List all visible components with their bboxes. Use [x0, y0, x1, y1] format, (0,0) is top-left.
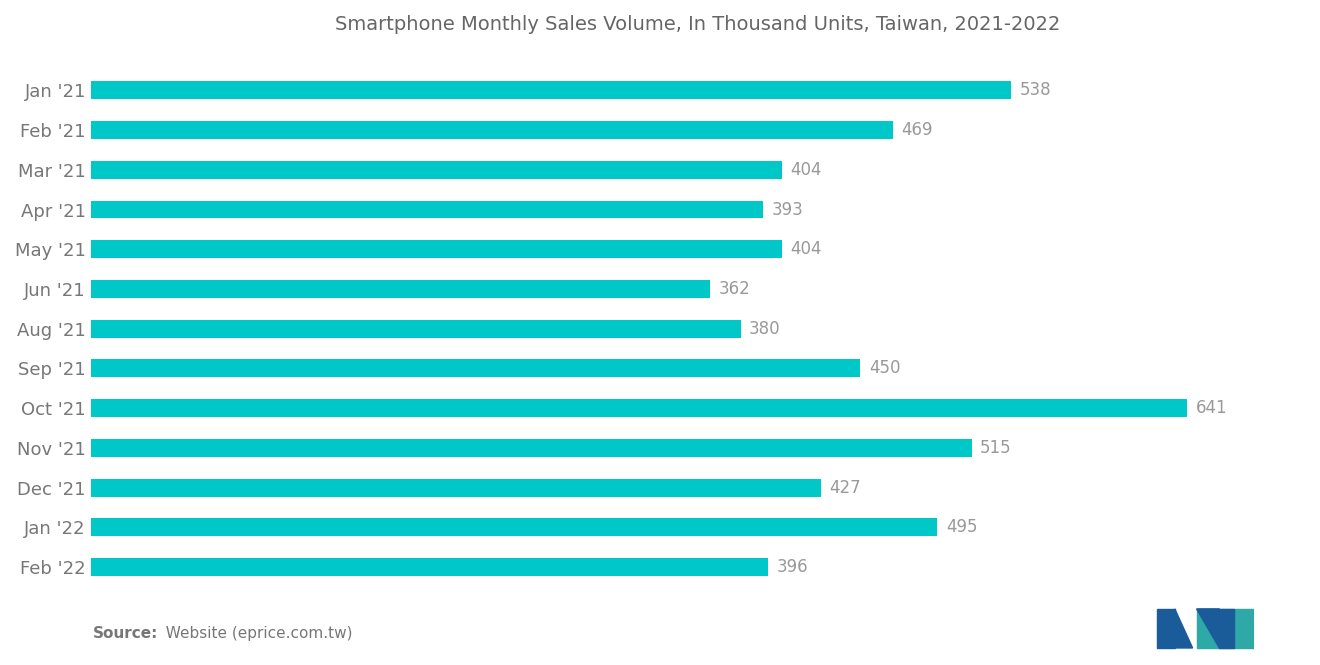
Text: 396: 396 [776, 558, 808, 576]
Text: 450: 450 [869, 359, 900, 378]
Bar [91, 240, 781, 258]
Text: 641: 641 [1196, 399, 1228, 417]
Text: 404: 404 [791, 240, 822, 258]
Bar [91, 360, 861, 377]
Polygon shape [1175, 609, 1193, 648]
Text: Source:: Source: [92, 626, 158, 642]
Polygon shape [1220, 609, 1234, 648]
Polygon shape [1196, 609, 1220, 648]
Bar [91, 320, 741, 338]
Title: Smartphone Monthly Sales Volume, In Thousand Units, Taiwan, 2021-2022: Smartphone Monthly Sales Volume, In Thou… [335, 15, 1060, 34]
Bar [91, 558, 768, 576]
Bar [91, 201, 763, 218]
Text: Website (eprice.com.tw): Website (eprice.com.tw) [156, 626, 352, 642]
Text: 495: 495 [946, 518, 977, 536]
Bar [91, 81, 1011, 99]
Text: 380: 380 [750, 320, 781, 338]
Text: 427: 427 [829, 479, 861, 497]
Polygon shape [1156, 609, 1175, 648]
Bar [91, 121, 892, 139]
Text: 393: 393 [771, 201, 803, 219]
Text: 404: 404 [791, 161, 822, 179]
Text: 515: 515 [979, 439, 1011, 457]
Text: 362: 362 [718, 280, 750, 298]
Text: 469: 469 [902, 121, 933, 139]
Bar [91, 479, 821, 497]
Bar [91, 399, 1187, 417]
Bar [91, 161, 781, 179]
Bar [91, 280, 710, 298]
Polygon shape [1196, 609, 1254, 648]
Bar [91, 439, 972, 457]
Text: 538: 538 [1019, 81, 1051, 99]
Bar [91, 518, 937, 536]
